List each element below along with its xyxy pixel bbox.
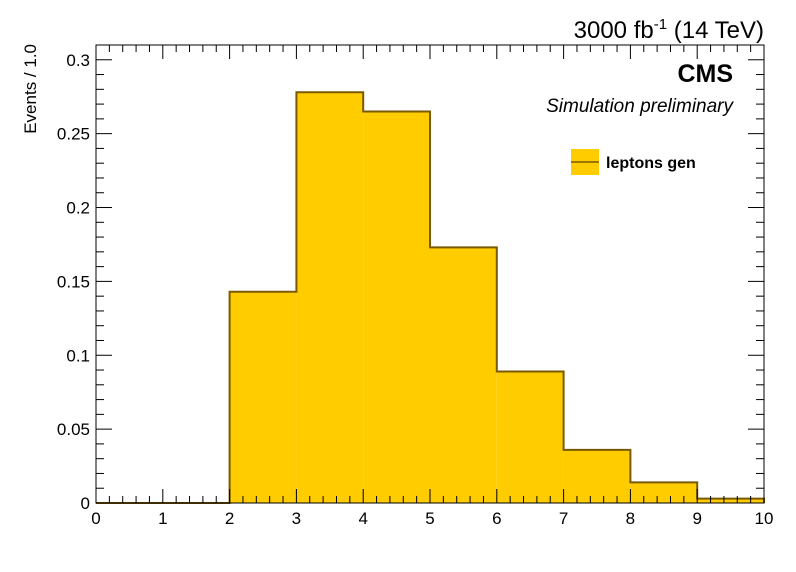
histogram-bin (296, 92, 364, 504)
x-tick-label: 9 (692, 509, 701, 528)
x-tick-label: 4 (358, 509, 367, 528)
legend-entry-label: leptons gen (606, 155, 696, 172)
experiment-label: CMS (677, 60, 733, 88)
y-tick-label: 0.1 (66, 346, 90, 365)
legend: leptons gen (571, 149, 696, 175)
lumi-label: 3000 fb-1 (14 TeV) (574, 16, 764, 44)
x-tick-label: 6 (492, 509, 501, 528)
y-tick-label: 0.15 (57, 272, 90, 291)
histogram-bin (630, 482, 698, 503)
histogram-bin (496, 371, 564, 503)
histogram-bin (430, 247, 497, 503)
x-tick-label: 3 (292, 509, 301, 528)
x-tick-label: 5 (425, 509, 434, 528)
histogram-bin (697, 498, 764, 503)
x-tick-label: 8 (626, 509, 635, 528)
y-tick-label: 0.3 (66, 51, 90, 70)
histogram-bin (229, 291, 297, 503)
y-tick-label: 0.25 (57, 125, 90, 144)
x-tick-label: 2 (225, 509, 234, 528)
axes: 0 1 2 3 4 5 6 7 8 9 10 0 0.05 0.1 0.15 0.2 0.25 0.3 (57, 44, 774, 528)
y-tick-label: 0 (81, 494, 90, 513)
status-label: Simulation preliminary (546, 96, 734, 117)
x-tick-label: 0 (91, 509, 100, 528)
x-tick-label: 10 (755, 509, 774, 528)
histogram-bin (563, 449, 631, 503)
histogram-bars (96, 91, 765, 504)
x-tick-label: 7 (559, 509, 568, 528)
y-axis-label: Events / 1.0 (21, 44, 40, 134)
y-tick-label: 0.05 (57, 420, 90, 439)
histogram-outline (96, 91, 765, 504)
histogram-bin (363, 111, 430, 503)
x-tick-label: 1 (158, 509, 167, 528)
y-tick-label: 0.2 (66, 199, 90, 218)
